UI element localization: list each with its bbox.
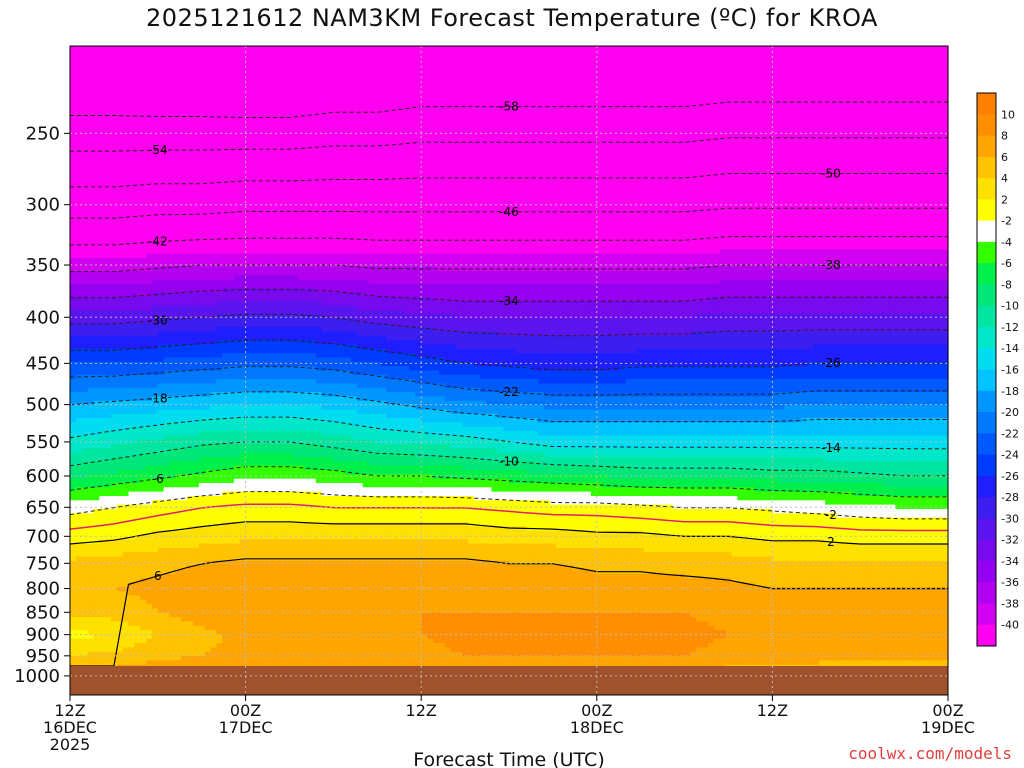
y-tick-label: 850 xyxy=(26,602,60,623)
y-tick-label: 400 xyxy=(26,307,60,328)
colorbar-swatch xyxy=(977,136,996,158)
colorbar-swatch xyxy=(977,221,996,243)
colorbar-swatch xyxy=(977,518,996,540)
y-tick-label: 350 xyxy=(26,255,60,276)
x-axis-label: Forecast Time (UTC) xyxy=(413,749,604,768)
x-tick-label: 17DEC xyxy=(219,718,273,737)
isotherm-label: -34 xyxy=(499,294,519,308)
colorbar-swatch xyxy=(977,476,996,498)
colorbar: 10 8 6 4 2 -2 -4 -6 -8 -10 -12 -14 -16 -18 -20 -22 -24 -2… xyxy=(977,93,1019,647)
y-tick-label: 450 xyxy=(26,353,60,374)
isotherm-label: -14 xyxy=(821,441,841,455)
y-tick-label: 950 xyxy=(26,646,60,667)
x-tick-label: 12Z xyxy=(406,701,437,720)
isotherm-label: -2 xyxy=(825,508,837,522)
colorbar-swatch xyxy=(977,263,996,285)
colorbar-swatch xyxy=(977,455,996,477)
x-tick-label: 12Z xyxy=(757,701,788,720)
colorbar-label: 2 xyxy=(1001,193,1008,206)
isotherm-label: 2 xyxy=(827,535,835,549)
colorbar-label: -28 xyxy=(1001,491,1019,504)
colorbar-swatch xyxy=(977,497,996,519)
y-tick-label: 550 xyxy=(26,432,60,453)
y-tick-label: 1000 xyxy=(14,666,60,687)
isotherm-label: -50 xyxy=(821,166,841,180)
isotherm-label: -46 xyxy=(499,205,519,219)
colorbar-label: -10 xyxy=(1001,300,1019,313)
colorbar-swatch xyxy=(977,540,996,562)
colorbar-swatch xyxy=(977,582,996,604)
colorbar-label: 6 xyxy=(1001,151,1008,164)
isotherm-label: -58 xyxy=(499,100,519,114)
colorbar-swatch xyxy=(977,178,996,200)
colorbar-label: -8 xyxy=(1001,278,1012,291)
colorbar-label: -34 xyxy=(1001,555,1019,568)
colorbar-swatch xyxy=(977,199,996,221)
colorbar-swatch xyxy=(977,433,996,455)
colorbar-label: -38 xyxy=(1001,597,1019,610)
colorbar-label: -36 xyxy=(1001,576,1019,589)
colorbar-label: -2 xyxy=(1001,215,1012,228)
isotherm-label: -22 xyxy=(499,385,519,399)
colorbar-label: -16 xyxy=(1001,364,1019,377)
colorbar-swatch xyxy=(977,370,996,392)
colorbar-label: -4 xyxy=(1001,236,1012,249)
colorbar-label: 10 xyxy=(1001,108,1015,121)
colorbar-swatch xyxy=(977,327,996,349)
colorbar-label: -22 xyxy=(1001,427,1019,440)
colorbar-swatch xyxy=(977,306,996,328)
colorbar-swatch xyxy=(977,114,996,136)
isotherm-label: -42 xyxy=(148,235,168,249)
isotherm-label: -54 xyxy=(148,143,168,157)
y-tick-label: 600 xyxy=(26,466,60,487)
isotherm-label: 6 xyxy=(154,569,162,583)
y-tick-label: 800 xyxy=(26,579,60,600)
x-tick-label: 18DEC xyxy=(570,718,624,737)
y-tick-label: 650 xyxy=(26,497,60,518)
colorbar-swatch xyxy=(977,93,996,115)
colorbar-label: 8 xyxy=(1001,130,1008,143)
y-tick-label: 900 xyxy=(26,625,60,646)
colorbar-label: -30 xyxy=(1001,512,1019,525)
isotherm-label: -6 xyxy=(152,472,164,486)
colorbar-label: -26 xyxy=(1001,470,1019,483)
colorbar-label: -40 xyxy=(1001,619,1019,632)
colorbar-label: -24 xyxy=(1001,449,1019,462)
colorbar-swatch xyxy=(977,242,996,264)
colorbar-label: -6 xyxy=(1001,257,1012,270)
temperature-field xyxy=(70,46,949,667)
isotherm-label: -18 xyxy=(148,391,168,405)
colorbar-swatch xyxy=(977,412,996,434)
colorbar-label: -12 xyxy=(1001,321,1019,334)
colorbar-swatch xyxy=(977,348,996,370)
colorbar-label: -14 xyxy=(1001,342,1019,355)
colorbar-swatch xyxy=(977,625,996,647)
y-tick-label: 750 xyxy=(26,553,60,574)
colorbar-label: -18 xyxy=(1001,385,1019,398)
y-tick-label: 700 xyxy=(26,526,60,547)
y-tick-label: 500 xyxy=(26,395,60,416)
ground xyxy=(70,666,948,695)
credit-text: coolwx.com/models xyxy=(848,744,1012,763)
colorbar-swatch xyxy=(977,561,996,583)
isotherm-label: -10 xyxy=(499,454,519,468)
y-tick-label: 250 xyxy=(26,123,60,144)
x-tick-label: 19DEC xyxy=(921,718,975,737)
colorbar-swatch xyxy=(977,603,996,625)
colorbar-swatch xyxy=(977,284,996,306)
colorbar-swatch xyxy=(977,157,996,179)
colorbar-label: -32 xyxy=(1001,534,1019,547)
isotherm-label: -30 xyxy=(148,314,168,328)
x-tick-label: 2025 xyxy=(50,735,91,754)
y-tick-label: 300 xyxy=(26,195,60,216)
y-tick-labels: 2503003504004505005506006507007508008509… xyxy=(14,123,70,687)
colorbar-swatch xyxy=(977,391,996,413)
colorbar-label: -20 xyxy=(1001,406,1019,419)
colorbar-label: 4 xyxy=(1001,172,1008,185)
